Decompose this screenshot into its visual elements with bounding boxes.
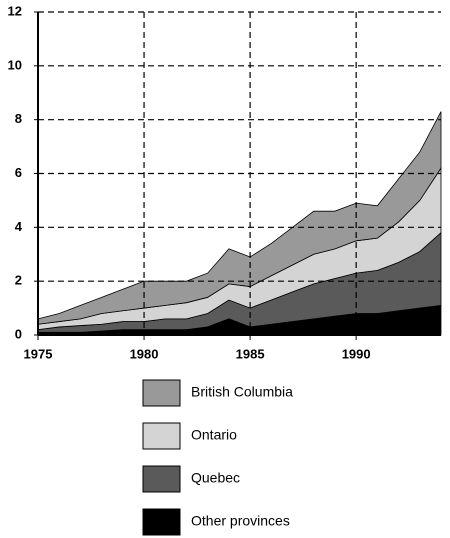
x-tick-label: 1975 [24, 346, 53, 361]
x-tick-label: 1985 [236, 346, 265, 361]
y-tick-label: 8 [15, 111, 22, 126]
legend-swatch [142, 465, 181, 493]
y-tick-label: 10 [8, 57, 22, 72]
y-tick-label: 4 [15, 219, 23, 234]
y-tick-label: 6 [15, 165, 22, 180]
x-tick-label: 1980 [130, 346, 159, 361]
legend-swatch [142, 422, 181, 450]
x-tick-label: 1990 [342, 346, 371, 361]
y-tick-label: 2 [15, 273, 22, 288]
legend-label: Other provinces [191, 513, 290, 529]
legend-swatch [142, 379, 181, 407]
legend-label: Quebec [191, 470, 240, 486]
y-tick-label: 0 [15, 326, 22, 341]
y-tick-label: 12 [8, 3, 22, 18]
legend-swatch [142, 508, 181, 536]
legend-label: British Columbia [191, 384, 293, 400]
legend-label: Ontario [191, 427, 237, 443]
